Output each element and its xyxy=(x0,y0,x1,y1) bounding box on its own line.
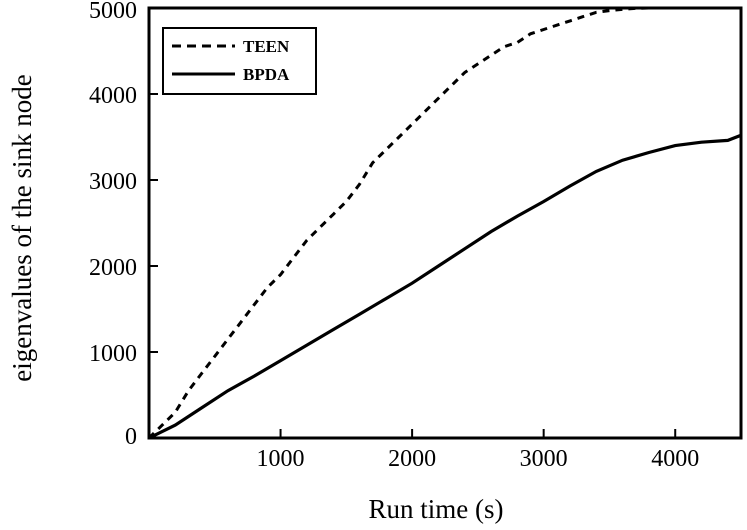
x-axis-label: Run time (s) xyxy=(369,494,504,524)
y-tick-label: 2000 xyxy=(89,255,137,281)
x-tick-label: 4000 xyxy=(651,446,699,472)
y-tick-label: 0 xyxy=(125,424,137,450)
y-tick-label: 3000 xyxy=(89,169,137,195)
series-line-teen xyxy=(149,8,649,438)
legend-box xyxy=(162,27,317,95)
axis-ticks: 1000 2000 3000 4000 0 1000 2000 3000 4000 5000 xyxy=(89,0,699,472)
legend-label-bpda: BPDA xyxy=(243,65,290,84)
x-tick-label: 2000 xyxy=(388,446,436,472)
legend: TEEN BPDA xyxy=(162,27,317,95)
y-tick-label: 4000 xyxy=(89,83,137,109)
y-tick-label: 1000 xyxy=(89,341,137,367)
x-tick-label: 3000 xyxy=(520,446,568,472)
x-tick-label: 1000 xyxy=(257,446,305,472)
plot-area-frame xyxy=(147,6,743,440)
y-tick-label: 5000 xyxy=(89,0,137,24)
y-axis-label: eigenvalues of the sink node xyxy=(7,74,37,381)
legend-label-teen: TEEN xyxy=(243,37,290,56)
series-line-bpda xyxy=(149,133,741,438)
plot-series xyxy=(149,8,741,438)
